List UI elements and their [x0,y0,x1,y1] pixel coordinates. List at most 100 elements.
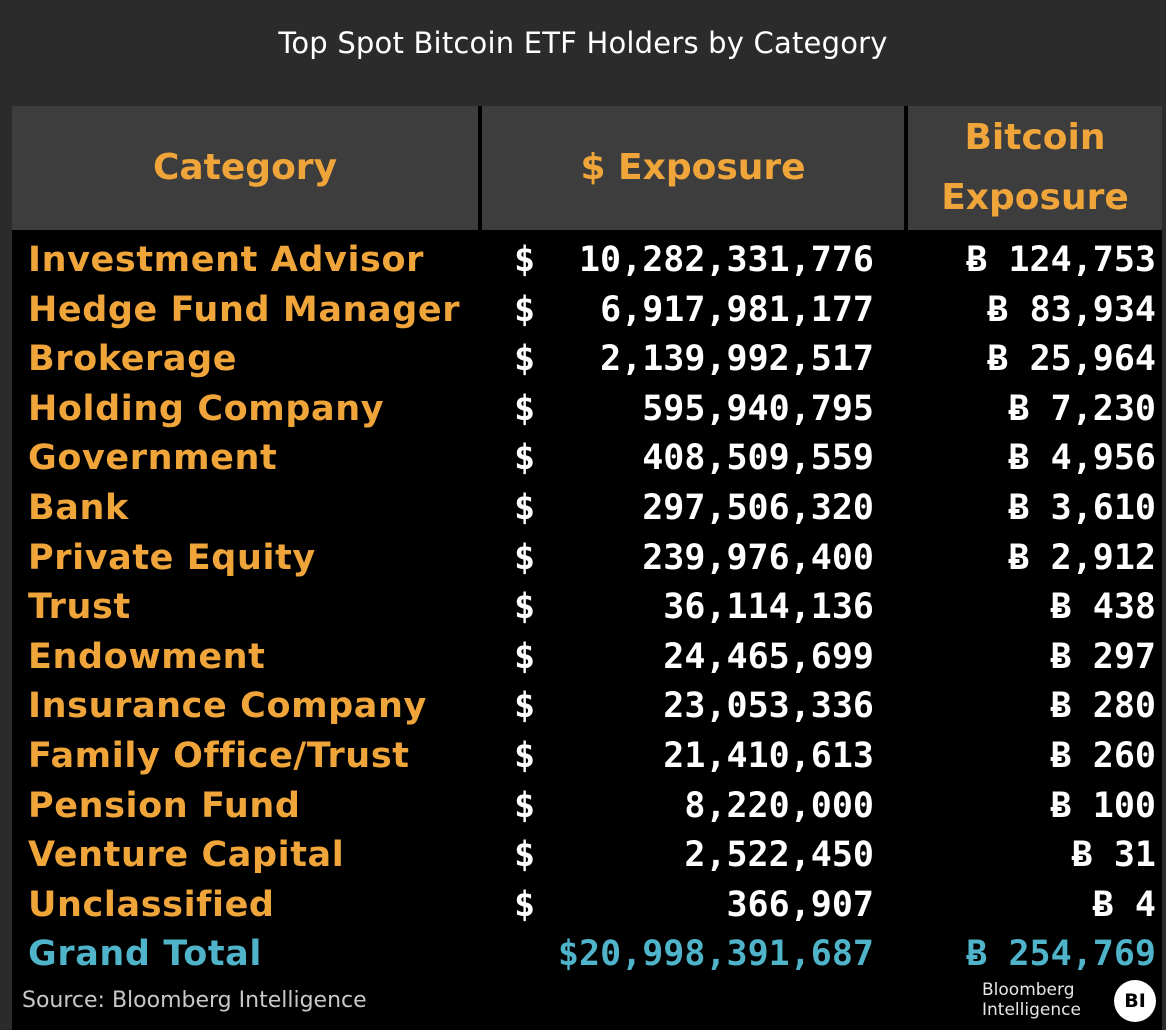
usd-symbol: $ [514,388,536,429]
table-row: Bank $297,506,320 Ƀ 3,610 [0,484,1166,534]
row-category: Hedge Fund Manager [28,289,461,330]
table-row: Trust $36,114,136 Ƀ 438 [0,583,1166,633]
row-btc-exposure: Ƀ 31 [1072,831,1156,881]
btc-value: 3,610 [1050,488,1156,528]
row-btc-exposure: Ƀ 260 [1051,732,1156,782]
table-row: Investment Advisor $10,282,331,776 Ƀ 124,7… [0,236,1166,286]
row-btc-exposure: Ƀ 4,956 [1008,434,1156,484]
table-row: Insurance Company $23,053,336 Ƀ 280 [0,682,1166,732]
usd-symbol: $ [514,835,536,876]
row-category: Unclassified [28,884,275,925]
row-usd-exposure: 6,917,981,177 [600,289,874,330]
table-row: Endowment $24,465,699 Ƀ 297 [0,633,1166,683]
row-category: Bank [28,488,129,528]
row-btc-exposure: Ƀ 4 [1093,881,1156,931]
btc-value: 31 [1113,835,1156,876]
row-category: Family Office/Trust [28,736,410,776]
row-usd-exposure: 2,522,450 [684,835,874,876]
column-header-category-label: Category [152,147,338,188]
row-btc-exposure: Ƀ 280 [1051,682,1156,732]
usd-symbol: $ [514,240,536,280]
btc-symbol: Ƀ [1050,636,1072,677]
usd-symbol: $ [514,587,536,628]
btc-symbol: Ƀ [1008,488,1030,528]
usd-symbol: $ [514,488,536,528]
row-usd-exposure: 366,907 [726,884,874,925]
column-header-bitcoin-exposure-line1: Bitcoin [964,117,1106,158]
btc-value: 2,912 [1050,537,1156,578]
btc-symbol: Ƀ [1050,785,1072,826]
btc-value: 438 [1092,587,1156,628]
row-btc-exposure: Ƀ 3,610 [1008,484,1156,534]
btc-value: 25,964 [1029,339,1156,380]
table-row: Venture Capital $2,522,450 Ƀ 31 [0,831,1166,881]
grand-total-label: Grand Total [28,934,262,975]
btc-symbol: Ƀ [1071,835,1093,876]
btc-symbol: Ƀ [1092,884,1114,925]
usd-symbol: $ [514,736,536,776]
row-category: Insurance Company [28,686,427,727]
row-category: Pension Fund [28,785,301,826]
chart-title: Top Spot Bitcoin ETF Holders by Category [278,26,888,60]
title-bar: Top Spot Bitcoin ETF Holders by Category [0,0,1166,86]
logo-line-1: Bloomberg [982,980,1075,1000]
row-btc-exposure: Ƀ 100 [1051,782,1156,832]
column-header-category: Category [12,106,478,230]
btc-value: 7,230 [1050,388,1156,429]
btc-value: 4,956 [1050,438,1156,479]
table-row: Private Equity $239,976,400 Ƀ 2,912 [0,534,1166,584]
row-usd-exposure: 297,506,320 [642,488,874,528]
btc-symbol: Ƀ [1050,736,1072,776]
row-usd-exposure: 24,465,699 [663,636,874,677]
row-category: Venture Capital [28,835,345,876]
grand-total-row: Grand Total $20,998,391,687 Ƀ 254,769 [0,930,1166,980]
row-usd-exposure: 10,282,331,776 [578,240,874,280]
row-btc-exposure: Ƀ 124,753 [966,236,1156,286]
grand-total-usd: $20,998,391,687 [557,934,874,975]
row-usd-exposure: 2,139,992,517 [600,339,874,380]
row-usd-exposure: 239,976,400 [642,537,874,578]
usd-symbol: $ [514,636,536,677]
btc-value: 100 [1092,785,1156,826]
btc-symbol: Ƀ [966,240,988,280]
usd-symbol: $ [514,339,536,380]
logo-line-2: Intelligence [982,1000,1081,1020]
usd-symbol: $ [514,537,536,578]
btc-value: 297 [1092,636,1156,677]
table-row: Government $408,509,559 Ƀ 4,956 [0,434,1166,484]
btc-symbol: Ƀ [1050,686,1072,727]
row-usd-exposure: 595,940,795 [642,388,874,429]
btc-symbol: Ƀ [1008,388,1030,429]
column-header-bitcoin-exposure-line2: Exposure [941,177,1129,218]
row-btc-exposure: Ƀ 438 [1051,583,1156,633]
btc-symbol: Ƀ [1008,537,1030,578]
row-usd-exposure: 21,410,613 [663,736,874,776]
grand-total-btc: Ƀ 254,769 [966,934,1156,975]
btc-value: 260 [1092,736,1156,776]
usd-symbol: $ [514,686,536,727]
row-category: Brokerage [28,339,238,380]
table-row: Hedge Fund Manager $6,917,981,177 Ƀ 83,934 [0,286,1166,336]
row-btc-exposure: Ƀ 7,230 [1008,385,1156,435]
btc-value: 83,934 [1029,289,1156,330]
source-note: Source: Bloomberg Intelligence [22,988,367,1013]
row-usd-exposure: 8,220,000 [684,785,874,826]
btc-symbol: Ƀ [1008,438,1030,479]
column-header-usd-exposure-label: $ Exposure [580,147,806,188]
row-usd-exposure: 23,053,336 [663,686,874,727]
bloomberg-intelligence-logo: Bloomberg Intelligence [982,980,1104,1020]
table-row: Brokerage $2,139,992,517 Ƀ 25,964 [0,335,1166,385]
btc-symbol: Ƀ [987,339,1009,380]
table-row: Unclassified $366,907 Ƀ 4 [0,881,1166,931]
usd-symbol: $ [514,785,536,826]
row-usd-exposure: 408,509,559 [642,438,874,479]
btc-symbol: Ƀ [987,289,1009,330]
table-row: Family Office/Trust $21,410,613 Ƀ 260 [0,732,1166,782]
row-category: Endowment [28,636,266,677]
row-btc-exposure: Ƀ 2,912 [1008,534,1156,584]
row-category: Holding Company [28,388,385,429]
table-body [12,106,1162,1030]
usd-symbol: $ [514,438,536,479]
btc-symbol: Ƀ [1050,587,1072,628]
table-row: Pension Fund $8,220,000 Ƀ 100 [0,782,1166,832]
